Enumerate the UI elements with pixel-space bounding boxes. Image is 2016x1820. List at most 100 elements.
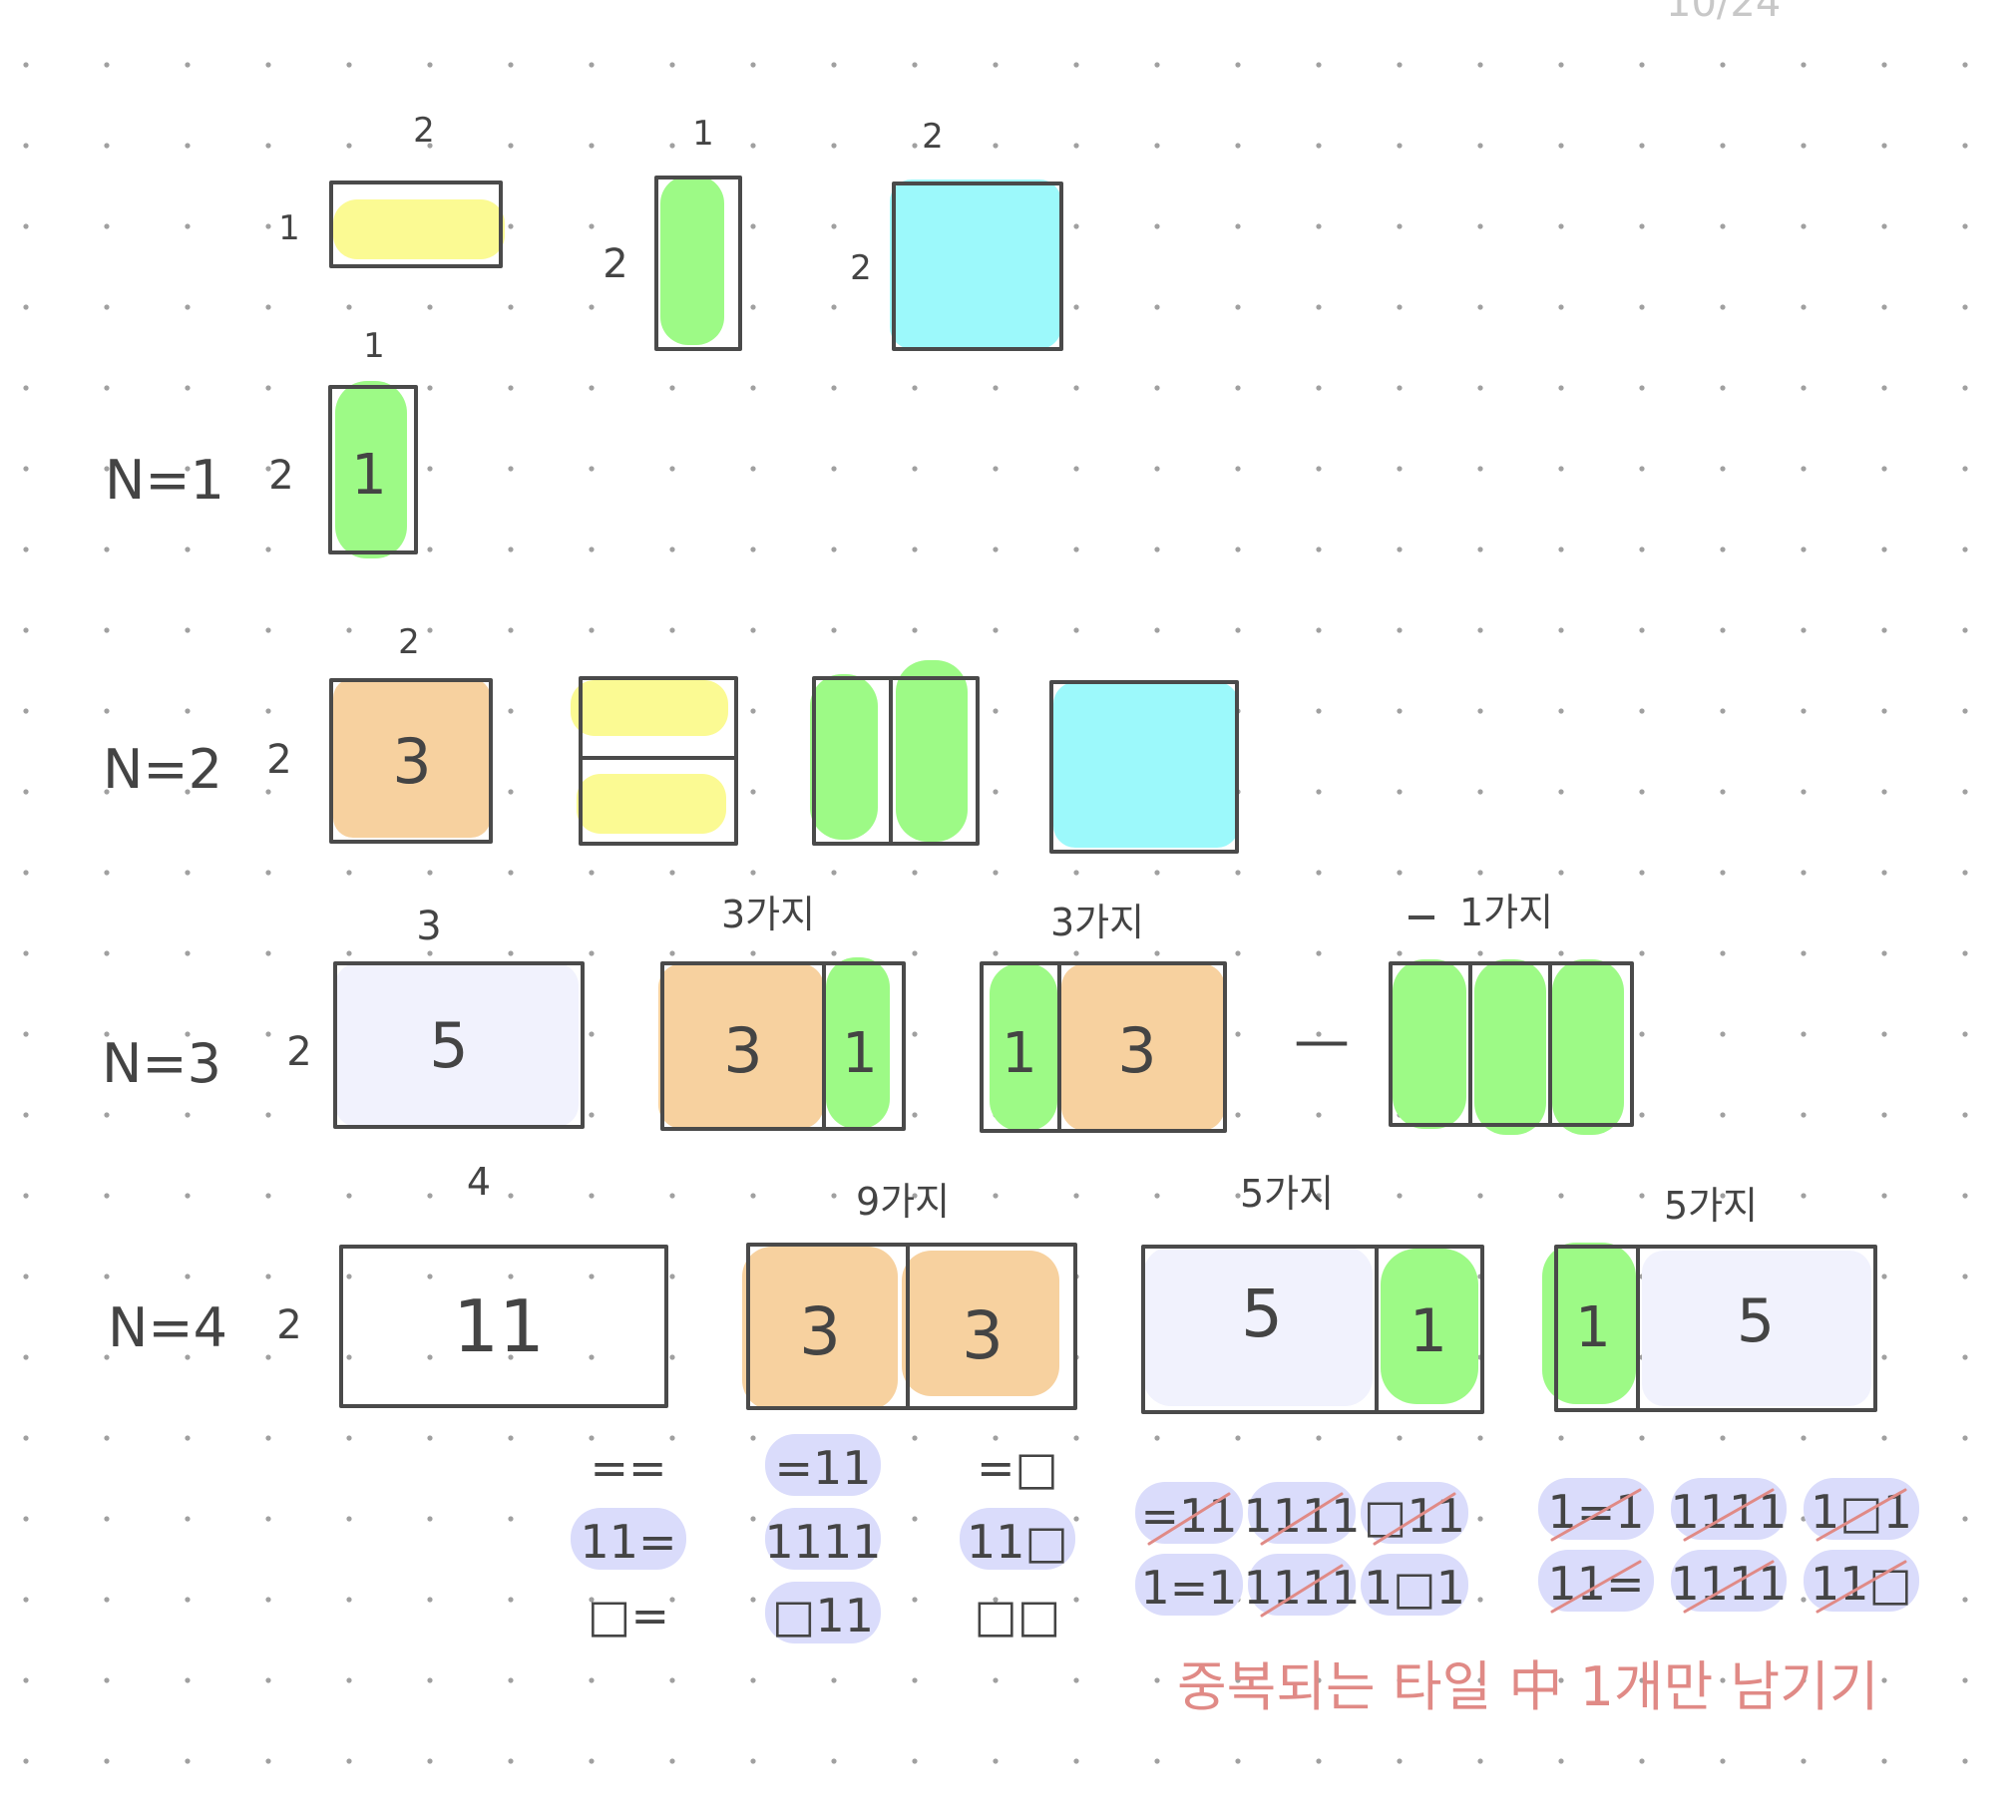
combos-9-list: == =11 =□ 11= 1111 11□ □= □11 □□ xyxy=(571,1434,1075,1643)
grid-dot xyxy=(1801,1677,1807,1683)
grid-dot xyxy=(1477,304,1483,310)
grid-dot xyxy=(23,627,29,633)
grid-dot xyxy=(1073,62,1079,68)
grid-dot xyxy=(1720,950,1726,956)
n3-case-b-right: 3 xyxy=(1117,1014,1156,1087)
grid-dot xyxy=(750,223,756,229)
n4-case-c-outline xyxy=(1554,1245,1877,1412)
grid-dot xyxy=(1397,143,1403,149)
row-n1-label: N=1 xyxy=(105,449,224,512)
grid-dot xyxy=(1720,1758,1726,1764)
grid-dot xyxy=(993,143,999,149)
grid-dot xyxy=(589,385,595,391)
grid-dot xyxy=(1397,1435,1403,1441)
grid-dot xyxy=(1235,870,1241,876)
grid-dot xyxy=(589,1435,595,1441)
grid-dot xyxy=(912,1031,918,1037)
grid-dot xyxy=(265,385,271,391)
grid-dot xyxy=(1316,466,1322,472)
grid-dot xyxy=(1477,385,1483,391)
n3-case-b: 3가지 1 3 xyxy=(980,901,1227,1133)
grid-dot xyxy=(508,304,514,310)
grid-dot xyxy=(346,62,352,68)
grid-dot xyxy=(508,1274,514,1279)
grid-dot xyxy=(912,1758,918,1764)
grid-dot xyxy=(1881,1274,1887,1279)
grid-dot xyxy=(185,1274,191,1279)
grid-dot xyxy=(993,546,999,552)
grid-dot xyxy=(1477,1758,1483,1764)
grid-dot xyxy=(104,1758,110,1764)
grid-dot xyxy=(427,1597,433,1603)
grid-dot xyxy=(508,1193,514,1199)
grid-dot xyxy=(508,1677,514,1683)
grid-dot xyxy=(1477,870,1483,876)
grid-dot xyxy=(1235,304,1241,310)
grid-dot xyxy=(1316,627,1322,633)
grid-dot xyxy=(104,1031,110,1037)
grid-dot xyxy=(23,950,29,956)
grid-dot xyxy=(1154,466,1160,472)
grid-dot xyxy=(265,627,271,633)
grid-dot xyxy=(1881,1677,1887,1683)
grid-dot xyxy=(508,546,514,552)
grid-dot xyxy=(104,1193,110,1199)
grid-dot xyxy=(427,1677,433,1683)
grid-dot xyxy=(750,304,756,310)
grid-dot xyxy=(1801,304,1807,310)
grid-dot xyxy=(1639,708,1645,714)
grid-dot xyxy=(23,1435,29,1441)
grid-dot xyxy=(346,870,352,876)
grid-dot xyxy=(346,1435,352,1441)
row-n2-count: 3 xyxy=(392,725,431,798)
grid-dot xyxy=(1962,1597,1968,1603)
grid-dot xyxy=(346,1516,352,1522)
grid-dot xyxy=(1235,1031,1241,1037)
grid-dot xyxy=(427,1274,433,1279)
n3-minus-sign: — xyxy=(1294,1008,1350,1073)
combo-item: 1111 xyxy=(1243,1561,1360,1615)
grid-dot xyxy=(1154,143,1160,149)
grid-dot xyxy=(1477,1597,1483,1603)
grid-dot xyxy=(1558,304,1564,310)
header-mark: 10/24 xyxy=(1666,0,1781,26)
n3-case-c-green-2 xyxy=(1474,959,1546,1135)
grid-dot xyxy=(265,143,271,149)
grid-dot xyxy=(993,385,999,391)
grid-dot xyxy=(508,1354,514,1360)
grid-dot xyxy=(1558,223,1564,229)
grid-dot xyxy=(346,143,352,149)
grid-dot xyxy=(23,143,29,149)
combo-highlight xyxy=(1248,1554,1356,1616)
grid-dot xyxy=(265,62,271,68)
grid-dot xyxy=(750,789,756,795)
grid-dot xyxy=(508,1758,514,1764)
grid-dot xyxy=(589,627,595,633)
grid-dot xyxy=(1235,62,1241,68)
grid-dot xyxy=(1639,466,1645,472)
grid-dot xyxy=(1962,1516,1968,1522)
n3-case-c-green-1 xyxy=(1393,959,1466,1129)
grid-dot xyxy=(185,708,191,714)
grid-dot xyxy=(669,62,675,68)
n4-case-b-lavender xyxy=(1143,1247,1373,1406)
grid-dot xyxy=(1397,223,1403,229)
grid-dot xyxy=(1962,870,1968,876)
grid-dot xyxy=(346,304,352,310)
grid-dot xyxy=(993,1435,999,1441)
combo-highlight xyxy=(1248,1482,1356,1544)
grid-dot xyxy=(1316,1112,1322,1118)
grid-dot xyxy=(1720,1112,1726,1118)
grid-dot xyxy=(508,950,514,956)
grid-dot xyxy=(104,223,110,229)
grid-dot xyxy=(831,1677,837,1683)
grid-dot xyxy=(1962,62,1968,68)
dedupe-note: 중복되는 타일 中 1개만 남기기 xyxy=(1177,1655,1879,1718)
grid-dot xyxy=(1316,1758,1322,1764)
grid-dot xyxy=(993,627,999,633)
grid-dot xyxy=(1235,143,1241,149)
grid-dot xyxy=(1316,385,1322,391)
grid-dot xyxy=(104,62,110,68)
combo-strike xyxy=(1683,1488,1775,1542)
grid-dot xyxy=(1962,627,1968,633)
